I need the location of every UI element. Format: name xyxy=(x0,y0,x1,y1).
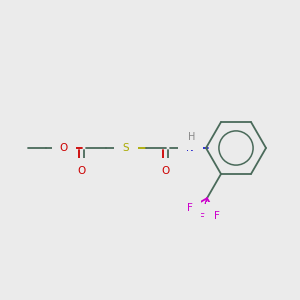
Text: O: O xyxy=(78,166,86,176)
Text: O: O xyxy=(162,166,170,176)
Text: F: F xyxy=(214,211,220,220)
Text: F: F xyxy=(187,203,193,213)
Text: N: N xyxy=(186,143,194,153)
Text: F: F xyxy=(199,212,205,223)
Text: O: O xyxy=(60,143,68,153)
Text: S: S xyxy=(123,143,129,153)
Text: H: H xyxy=(188,132,196,142)
